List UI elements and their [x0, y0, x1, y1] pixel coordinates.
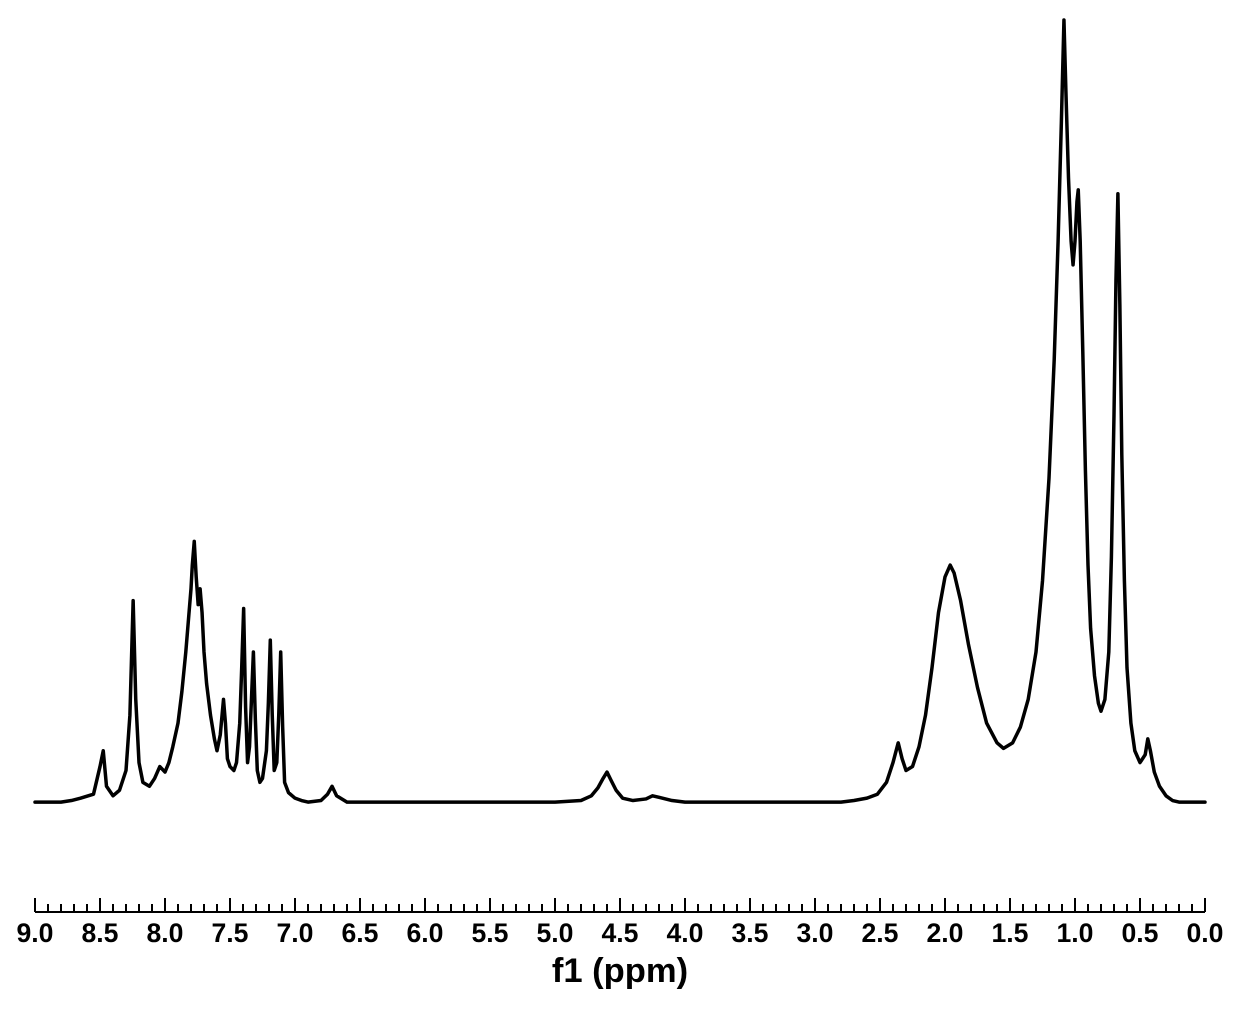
x-axis-tick-label: 5.0 — [537, 918, 574, 948]
x-axis-tick-label: 6.0 — [407, 918, 444, 948]
x-axis-tick-label: 8.0 — [147, 918, 184, 948]
x-axis-tick-label: 5.5 — [472, 918, 509, 948]
x-axis-tick-label: 8.5 — [82, 918, 119, 948]
x-axis-tick-label: 6.5 — [342, 918, 379, 948]
x-axis-tick-label: 0.0 — [1187, 918, 1224, 948]
x-axis-tick-label: 0.5 — [1122, 918, 1159, 948]
x-axis-tick-label: 7.5 — [212, 918, 249, 948]
chart-svg: 9.0 8.5 8.0 7.5 7.0 6.5 6.0 5.5 5.0 4.5 4.0 3.5 3.0 2… — [0, 0, 1239, 1014]
x-axis-tick-label: 3.0 — [797, 918, 834, 948]
x-axis-tick-label: 9.0 — [17, 918, 54, 948]
x-axis-tick-label: 4.5 — [602, 918, 639, 948]
x-axis-tick-label: 7.0 — [277, 918, 314, 948]
x-axis-tick-label: 3.5 — [732, 918, 769, 948]
x-axis-tick-label: 1.0 — [1057, 918, 1094, 948]
x-axis-tick-label: 4.0 — [667, 918, 704, 948]
x-axis-tick-label: 2.0 — [927, 918, 964, 948]
x-axis-tick-label: 1.5 — [992, 918, 1029, 948]
chart-background — [0, 0, 1239, 1014]
nmr-spectrum-chart: 9.0 8.5 8.0 7.5 7.0 6.5 6.0 5.5 5.0 4.5 4.0 3.5 3.0 2… — [0, 0, 1239, 1014]
x-axis-tick-label: 2.5 — [862, 918, 899, 948]
x-axis-label: f1 (ppm) — [552, 952, 688, 990]
